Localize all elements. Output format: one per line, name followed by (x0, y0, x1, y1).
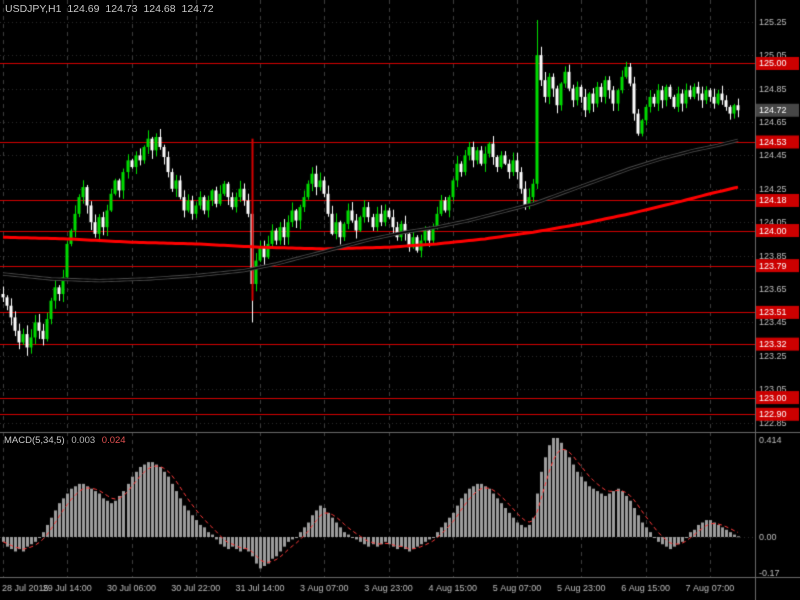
open-value: 124.69 (67, 3, 100, 15)
price-axis[interactable] (755, 0, 800, 600)
macd-name: MACD(5,34,5) (4, 435, 65, 446)
symbol-period-label: USDJPY,H1 (5, 3, 62, 15)
ohlc-title: USDJPY,H1 124.69 124.73 124.68 124.72 (5, 3, 217, 15)
low-value: 124.68 (143, 3, 176, 15)
close-value: 124.72 (181, 3, 214, 15)
time-axis[interactable] (0, 578, 755, 600)
macd-indicator-label: MACD(5,34,5) 0.003 0.024 (4, 435, 126, 446)
macd-value: 0.003 (71, 435, 96, 446)
macd-signal-value: 0.024 (101, 435, 126, 446)
high-value: 124.73 (105, 3, 138, 15)
